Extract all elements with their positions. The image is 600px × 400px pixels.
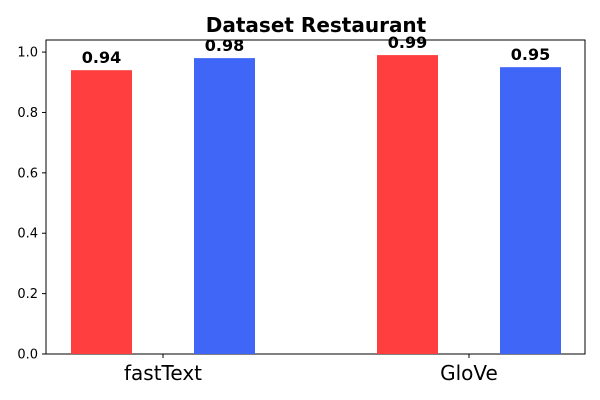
chart-title: Dataset Restaurant (206, 13, 427, 37)
y-tick-label: 0.0 (17, 348, 38, 363)
data-label: 0.99 (388, 33, 427, 52)
y-tick-label: 0.6 (17, 166, 38, 181)
y-axis: 0.0 0.2 0.4 0.6 0.8 1.0 (17, 46, 46, 363)
y-tick-label: 0.2 (17, 287, 38, 302)
data-label: 0.98 (205, 36, 244, 55)
bar (194, 58, 255, 354)
x-tick-label: fastText (124, 361, 202, 385)
y-tick-label: 0.4 (17, 227, 38, 242)
data-label: 0.95 (511, 45, 550, 64)
y-tick-label: 0.8 (17, 106, 38, 121)
bars (71, 55, 561, 354)
bar (71, 70, 132, 354)
x-axis: fastText GloVe (124, 354, 498, 385)
y-tick-label: 1.0 (17, 46, 38, 61)
x-tick-label: GloVe (440, 361, 498, 385)
data-labels: 0.94 0.99 0.98 0.95 (82, 33, 550, 67)
plot-area-frame (45, 39, 586, 355)
data-label: 0.94 (82, 48, 121, 67)
bar (377, 55, 438, 354)
bar (500, 67, 561, 354)
